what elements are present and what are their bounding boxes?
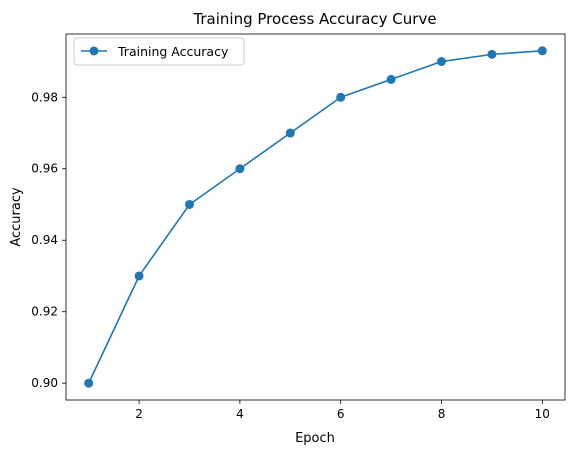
legend-marker-swatch (89, 46, 99, 56)
plot-area (65, 33, 566, 401)
data-point (437, 57, 447, 67)
x-axis: 2 4 6 8 10 (135, 400, 550, 421)
y-axis: 0.90 0.92 0.94 0.96 0.98 (31, 90, 66, 390)
legend: Training Accuracy (73, 37, 245, 66)
y-tick-label: 0.90 (31, 376, 58, 390)
y-tick-label: 0.98 (31, 90, 58, 104)
data-point (386, 74, 396, 84)
data-point (84, 378, 94, 388)
x-tick-label: 4 (236, 407, 244, 421)
y-axis-title: Accuracy (9, 187, 24, 247)
data-point (336, 92, 346, 102)
data-point (537, 46, 547, 56)
series-line-0 (87, 50, 543, 384)
data-point (285, 128, 295, 138)
data-point (134, 271, 144, 281)
x-tick-label: 8 (438, 407, 446, 421)
y-tick-label: 0.94 (31, 233, 58, 247)
x-tick-label: 10 (535, 407, 550, 421)
series-layer (84, 46, 547, 388)
legend-box (73, 37, 245, 66)
legend-label: Training Accuracy (117, 44, 229, 59)
chart-title: Training Process Accuracy Curve (192, 10, 436, 28)
y-tick-label: 0.96 (31, 162, 58, 176)
y-tick-label: 0.92 (31, 305, 58, 319)
x-tick-label: 6 (337, 407, 345, 421)
x-axis-title: Epoch (295, 431, 335, 446)
data-point (487, 49, 497, 59)
data-point (184, 199, 194, 209)
x-tick-label: 2 (135, 407, 143, 421)
data-point (235, 164, 245, 174)
